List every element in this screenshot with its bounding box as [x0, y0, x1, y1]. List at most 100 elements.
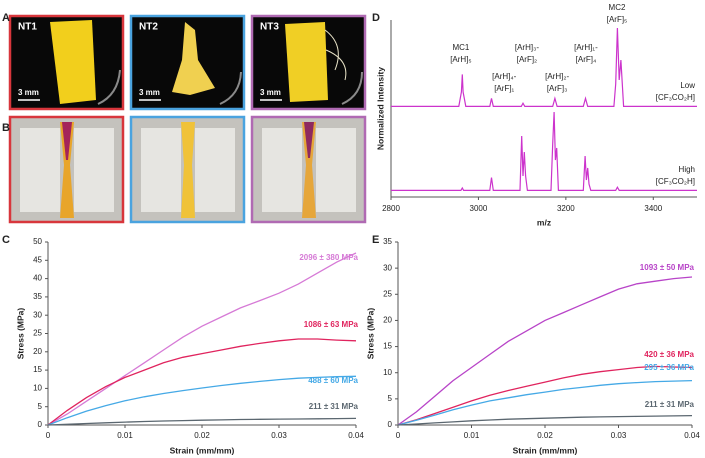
y-tick-label: 20: [33, 347, 42, 356]
series-line: [397, 379, 693, 426]
y-tick-label: 40: [33, 274, 42, 283]
y-tick-label: 30: [33, 310, 42, 319]
x-tick-label: 0.04: [684, 431, 700, 440]
tab: [74, 128, 114, 212]
scale-label: 3 mm: [18, 88, 39, 97]
specimen: [304, 122, 314, 158]
y-tick-label: 20: [383, 316, 392, 325]
peak-annotation: [ArH]₁-: [574, 43, 598, 52]
y-tick-label: 35: [383, 237, 392, 246]
x-tick-label: 3400: [644, 204, 662, 213]
peak-annotation: [ArF]₁: [494, 84, 514, 93]
x-tick-label: 0.02: [537, 431, 553, 440]
tab: [195, 128, 235, 212]
y-tick-label: 15: [383, 342, 392, 351]
x-tick-label: 0.03: [611, 431, 627, 440]
peak-annotation: MC2: [609, 3, 626, 12]
series-label: Low: [680, 81, 695, 90]
y-tick-label: 5: [38, 402, 43, 411]
peak-annotation: [ArH]₄-: [492, 72, 516, 81]
y-tick-label: 10: [33, 384, 42, 393]
specimen: [62, 122, 72, 160]
y-tick-label: 30: [383, 263, 392, 272]
panel-label: C: [2, 234, 10, 246]
spectrum-line: [391, 111, 697, 191]
peak-annotation: MC1: [452, 43, 469, 52]
x-axis-title: Strain (mm/mm): [170, 445, 235, 455]
tab: [20, 128, 60, 212]
series-label: 1086 ± 63 MPa: [304, 320, 359, 329]
scale-label: 3 mm: [260, 88, 281, 97]
x-tick-label: 0.03: [271, 431, 287, 440]
x-axis-title: Strain (mm/mm): [513, 445, 578, 455]
x-tick-label: 2800: [382, 204, 400, 213]
y-tick-label: 10: [383, 368, 392, 377]
y-axis-title: Stress (MPa): [365, 308, 375, 360]
y-tick-label: 45: [33, 255, 42, 264]
series-label: 1093 ± 50 MPa: [640, 263, 695, 272]
specimen: [60, 122, 74, 218]
peak-annotation: [ArF]₅: [607, 15, 628, 24]
x-tick-label: 3200: [557, 204, 575, 213]
peak-annotation: [ArH]₅: [450, 55, 471, 64]
tab: [262, 128, 302, 212]
dish: [219, 71, 242, 105]
y-axis-title: Normalized Intensity: [375, 67, 385, 150]
series-label: 211 ± 31 MPa: [309, 402, 359, 411]
y-tick-label: 0: [38, 420, 43, 429]
series-label: 488 ± 60 MPa: [308, 376, 358, 385]
sample: [50, 20, 96, 104]
series-label: 295 ± 36 MPa: [644, 363, 694, 372]
y-tick-label: 15: [33, 365, 42, 374]
series-label: 420 ± 36 MPa: [644, 350, 694, 359]
photo-row-a: NT1 NT2 NT3 3 mm 3 mm 3 mm: [8, 14, 367, 111]
dish: [341, 71, 363, 105]
panel-label: A: [2, 12, 10, 24]
x-axis-title: m/z: [537, 217, 551, 227]
series-label: High: [679, 165, 695, 174]
photo-label: NT2: [139, 22, 158, 33]
series-condition: [CF₃CO₂H]: [656, 93, 695, 102]
y-tick-label: 0: [388, 420, 393, 429]
y-tick-label: 25: [33, 329, 42, 338]
scale-label: 3 mm: [139, 88, 160, 97]
series-line: [397, 276, 693, 426]
peak-annotation: [ArH]₃-: [515, 43, 539, 52]
y-tick-label: 25: [383, 289, 392, 298]
spectrum-line: [391, 27, 697, 107]
y-axis-title: Stress (MPa): [15, 308, 25, 360]
panel-label: E: [372, 234, 379, 246]
x-tick-label: 0.01: [117, 431, 133, 440]
specimen: [302, 122, 316, 218]
y-tick-label: 35: [33, 292, 42, 301]
sample: [172, 22, 215, 95]
series-line: [397, 365, 693, 426]
dish: [97, 69, 121, 105]
sample: [285, 22, 328, 102]
series-line: [47, 338, 357, 426]
peak-annotation: [ArF]₃: [547, 84, 568, 93]
series-line: [47, 417, 357, 426]
specimen: [181, 122, 195, 218]
series-label: 211 ± 31 MPa: [645, 400, 695, 409]
panel-label: B: [2, 122, 10, 134]
x-tick-label: 0.04: [348, 431, 364, 440]
peak-annotation: [ArH]₂-: [545, 72, 569, 81]
x-tick-label: 0.02: [194, 431, 210, 440]
fibers: [324, 29, 347, 81]
x-tick-label: 0: [396, 431, 401, 440]
peak-annotation: [ArF]₄: [576, 55, 597, 64]
series-label: 2096 ± 380 MPa: [299, 253, 358, 262]
tab: [141, 128, 181, 212]
x-tick-label: 0: [46, 431, 51, 440]
series-condition: [CF₃CO₂H]: [656, 177, 695, 186]
y-tick-label: 5: [388, 394, 393, 403]
panel-label: D: [372, 12, 380, 24]
photo-row-b: [8, 115, 367, 224]
tab: [316, 128, 356, 212]
photo-label: NT1: [18, 22, 37, 33]
photo-label: NT3: [260, 22, 279, 33]
y-tick-label: 50: [33, 237, 42, 246]
series-line: [397, 414, 693, 426]
